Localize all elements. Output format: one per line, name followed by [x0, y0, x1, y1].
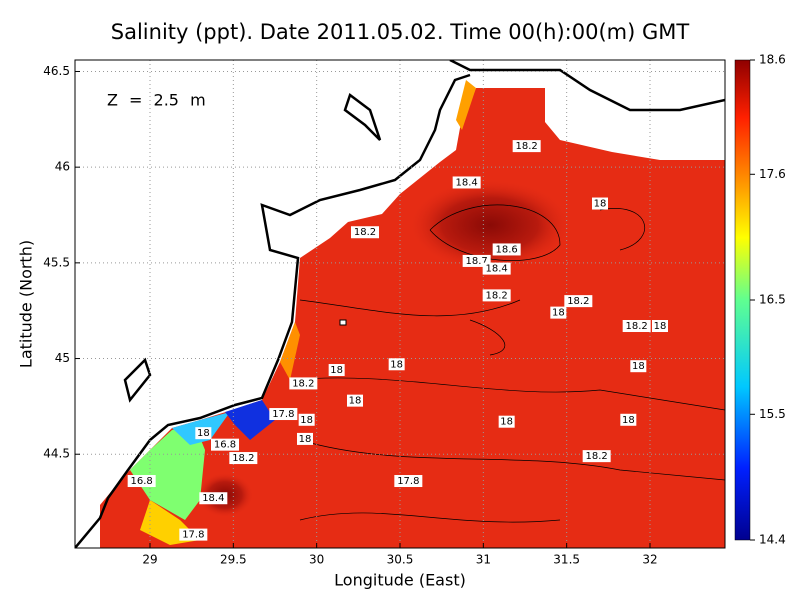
contour-label-box — [582, 450, 611, 463]
contour-label-box — [492, 243, 521, 256]
colorbar-tick-label: 18.6 — [759, 53, 786, 67]
contour-label-box — [351, 226, 379, 239]
contour-label: 18.2 — [292, 378, 314, 389]
contour-label-box — [269, 408, 298, 421]
contour-label-box — [512, 140, 541, 153]
contour-label: 17.8 — [182, 530, 204, 541]
contour-label-box — [289, 377, 318, 390]
contour-label-box — [498, 415, 515, 428]
contour-label: 18.2 — [586, 451, 608, 462]
y-tick-label: 45 — [55, 351, 70, 365]
colorbar — [734, 59, 751, 541]
contour-label: 18 — [500, 417, 513, 428]
contour-label: 18 — [552, 308, 565, 319]
contour-label: 18 — [594, 199, 607, 210]
y-axis-label: Latitude (North) — [17, 240, 36, 368]
contour-label-box — [211, 438, 239, 451]
contour-label-box — [622, 320, 651, 333]
contour-label-box — [550, 306, 567, 319]
contour-label: 18 — [299, 434, 312, 445]
x-tick-label: 31 — [476, 553, 491, 567]
field — [75, 60, 725, 548]
contour-label-box — [179, 528, 208, 541]
contour-label: 18.2 — [354, 227, 376, 238]
contour-label: 18 — [654, 321, 667, 332]
contour-label: 18.4 — [486, 264, 508, 275]
contour-label: 18 — [632, 361, 645, 372]
contour-label-box — [328, 364, 345, 377]
contour-label: 18.2 — [486, 290, 508, 301]
x-axis-label: Longitude (East) — [334, 571, 466, 590]
contour-label: 16.8 — [214, 440, 236, 451]
depth-annotation: Z = 2.5 m — [107, 91, 206, 110]
fresh-water — [280, 322, 300, 380]
coastline — [75, 60, 725, 548]
colorbar-tick-label: 15.5 — [759, 407, 786, 421]
x-tick-label: 31.5 — [553, 553, 580, 567]
contour-line — [289, 204, 725, 523]
contour-label: 18.2 — [516, 141, 538, 152]
contour-label: 18.2 — [232, 453, 254, 464]
contour-label-box — [297, 432, 313, 445]
contour-label-box — [394, 475, 423, 488]
contour-label-box — [620, 413, 637, 426]
salinity-maximum — [410, 180, 570, 270]
contour-label: 16.8 — [131, 476, 153, 487]
contour-label: 18 — [197, 428, 210, 439]
contour-label-box — [482, 262, 511, 275]
contour-label-box — [452, 176, 481, 189]
contour-label: 18.6 — [496, 244, 518, 255]
x-tick-label: 29 — [142, 553, 157, 567]
contour-label-box — [652, 320, 668, 333]
contour-label: 18 — [349, 396, 362, 407]
contour-label-box — [298, 413, 315, 426]
contour-label-box — [127, 475, 156, 488]
contour-label: 17.8 — [272, 409, 294, 420]
colorbar-tick-label: 16.5 — [759, 293, 786, 307]
colorbar-tick-label: 14.4 — [759, 533, 786, 547]
fresh-water — [130, 425, 205, 520]
contour-label: 18 — [390, 359, 403, 370]
contour-label-box — [195, 427, 212, 440]
contour-label: 18 — [300, 415, 313, 426]
x-tick-label: 30 — [309, 553, 324, 567]
y-tick-label: 44.5 — [43, 447, 70, 461]
contour-label-box — [564, 295, 593, 308]
contour-label-box — [199, 492, 228, 505]
fresh-water — [225, 400, 275, 440]
island — [339, 319, 347, 326]
x-tick-label: 32 — [642, 553, 657, 567]
y-tick-label: 45.5 — [43, 255, 70, 269]
contour-label: 17.8 — [397, 476, 419, 487]
y-tick-label: 46 — [55, 160, 70, 174]
contour-label-box — [482, 289, 511, 302]
contour-label: 18.4 — [456, 177, 478, 188]
contour-label: 18 — [622, 415, 635, 426]
contour-label-box — [630, 360, 647, 373]
map-title: Salinity (ppt). Date 2011.05.02. Time 00… — [111, 20, 690, 44]
contour-label-box — [462, 254, 491, 267]
contour-label: 18 — [330, 365, 343, 376]
contour-label-box — [229, 452, 258, 465]
colorbar-tick-label: 17.6 — [759, 167, 786, 181]
contour-label-box — [388, 358, 405, 371]
contour-label: 18.2 — [567, 296, 589, 307]
contour-label: 18.4 — [202, 493, 224, 504]
contour-label-box — [592, 197, 608, 210]
x-tick-label: 30.5 — [387, 553, 414, 567]
y-tick-label: 46.5 — [43, 64, 70, 78]
x-tick-label: 29.5 — [220, 553, 247, 567]
contour-label: 18.7 — [466, 256, 488, 267]
contour-label-box — [347, 394, 363, 407]
fresh-water — [456, 80, 476, 130]
contour-label: 18.2 — [626, 321, 648, 332]
